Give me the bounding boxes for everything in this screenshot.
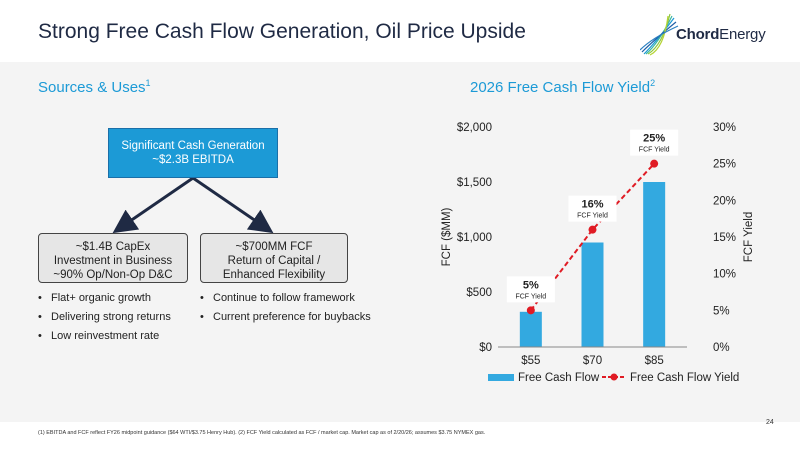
y-axis-title: FCF ($MM)	[441, 207, 453, 266]
capex-box: ~$1.4B CapEx Investment in Business ~90%…	[38, 233, 188, 283]
y2-tick-label: 30%	[713, 122, 736, 134]
y2-tick-label: 5%	[713, 305, 730, 317]
y2-tick-label: 20%	[713, 195, 736, 207]
y-tick-label: $1,000	[457, 232, 492, 244]
data-label-value: 16%	[581, 199, 603, 211]
y2-tick-label: 15%	[713, 232, 736, 244]
arrow-to-capex	[112, 176, 194, 234]
page-number: 24	[766, 419, 774, 426]
capex-line-1: ~$1.4B CapEx	[75, 241, 151, 253]
cash-generation-box: Significant Cash Generation ~$2.3B EBITD…	[108, 128, 278, 178]
legend-label-yield: Free Cash Flow Yield	[630, 372, 739, 384]
sources-uses-title: Sources & Uses1	[38, 78, 151, 96]
capex-bullet-list: Flat+ organic growth Delivering strong r…	[38, 292, 171, 349]
y-tick-label: $0	[479, 342, 492, 354]
chord-energy-logo-mark	[640, 13, 679, 56]
cash-generation-line-1: Significant Cash Generation	[121, 140, 265, 152]
data-label-box	[568, 195, 617, 222]
list-item: Current preference for buybacks	[200, 311, 371, 323]
list-item: Continue to follow framework	[200, 292, 371, 304]
y2-tick-label: 25%	[713, 159, 736, 171]
legend-swatch-fcf	[488, 374, 514, 381]
legend-swatch-yield-marker	[610, 373, 618, 381]
data-label-value: 5%	[523, 279, 539, 291]
x-tick-label: $70	[583, 355, 602, 367]
y2-axis-title: FCF Yield	[743, 212, 755, 263]
page-title: Strong Free Cash Flow Generation, Oil Pr…	[38, 20, 526, 43]
data-label-value: 25%	[643, 133, 665, 145]
logo-wordmark: ChordEnergy	[676, 26, 766, 43]
y-tick-label: $500	[466, 287, 492, 299]
fcf-line-2: Return of Capital /	[227, 255, 321, 267]
y-tick-label: $2,000	[457, 122, 492, 134]
data-label-sub: FCF Yield	[577, 213, 608, 220]
x-tick-label: $55	[521, 355, 540, 367]
y-tick-label: $1,500	[457, 177, 492, 189]
data-label-box	[506, 276, 555, 303]
x-tick-label: $85	[645, 355, 664, 367]
fcf-bullet-list: Continue to follow framework Current pre…	[200, 292, 371, 330]
fcf-bar	[581, 242, 604, 347]
capex-line-2: Investment in Business	[53, 255, 173, 267]
fcf-yield-point	[588, 225, 597, 234]
fcf-line-1: ~$700MM FCF	[235, 241, 313, 253]
fcf-box: ~$700MM FCF Return of Capital / Enhanced…	[200, 233, 348, 283]
data-label-sub: FCF Yield	[515, 293, 546, 300]
list-item: Low reinvestment rate	[38, 330, 171, 342]
fcf-yield-title: 2026 Free Cash Flow Yield2	[470, 78, 655, 96]
legend-label-fcf: Free Cash Flow	[518, 372, 600, 384]
fcf-line-3: Enhanced Flexibility	[222, 269, 326, 281]
sources-uses-title-text: Sources & Uses	[38, 79, 146, 96]
fcf-yield-point	[650, 159, 659, 168]
fcf-bar	[519, 311, 542, 347]
fcf-yield-title-text: 2026 Free Cash Flow Yield	[470, 79, 651, 96]
fcf-yield-point	[526, 306, 535, 315]
fcf-yield-title-sup: 2	[650, 78, 656, 88]
arrow-to-fcf	[192, 176, 274, 234]
logo-wordmark-light: Energy	[719, 26, 766, 43]
fcf-yield-chart: $0 $500 $1,000 $1,500 $2,000 0% 5% 10% 15% 20% 25%…	[441, 122, 755, 384]
logo-wordmark-bold: Chord	[676, 26, 720, 43]
y2-tick-label: 0%	[713, 342, 730, 354]
footnote: (1) EBITDA and FCF reflect FY26 midpoint…	[38, 430, 486, 436]
list-item: Delivering strong returns	[38, 311, 171, 323]
capex-line-3: ~90% Op/Non-Op D&C	[53, 269, 173, 281]
fcf-bar	[643, 182, 666, 347]
y2-tick-label: 10%	[713, 269, 736, 281]
data-label-sub: FCF Yield	[639, 147, 670, 154]
cash-generation-line-2: ~$2.3B EBITDA	[152, 154, 234, 166]
sources-uses-title-sup: 1	[145, 78, 151, 88]
list-item: Flat+ organic growth	[38, 292, 171, 304]
data-label-box	[630, 129, 679, 156]
